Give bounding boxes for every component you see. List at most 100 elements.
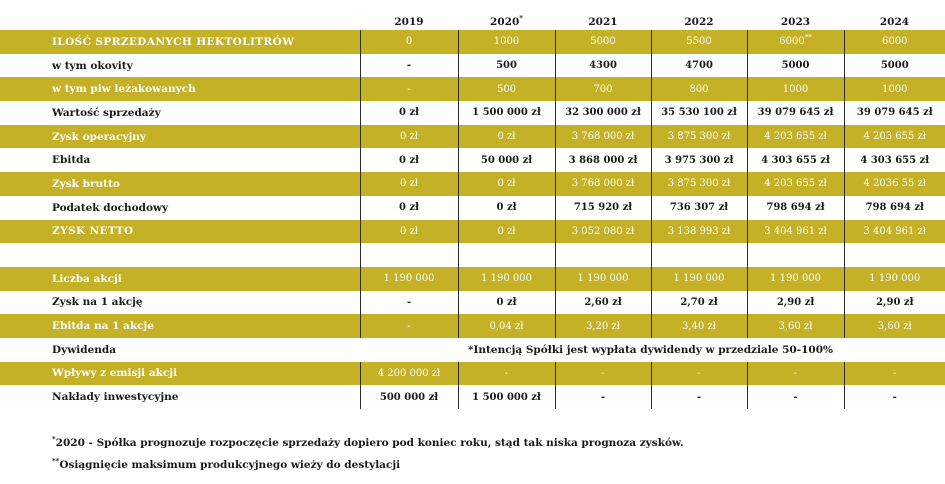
value-cell: 1000 [746, 77, 844, 102]
row-label: Ebitda [0, 148, 360, 173]
row-label: ILOŚĆ SPRZEDANYCH HEKTOLITRÓW [0, 30, 360, 54]
year-header: 2019 [394, 16, 424, 28]
table-row [0, 243, 945, 267]
value-cell: 2,90 zł [746, 290, 844, 315]
year-header: 2024 [879, 16, 910, 28]
footnote-text: 2020 - Spółka prognozuje rozpoczęcie spr… [55, 437, 684, 449]
table-row: ZYSK NETTO 0 zł 0 zł 3 052 080 zł 3 138 993 … [0, 219, 945, 244]
value-cell: 4 203 655 zł [746, 172, 844, 196]
value-cell: 4 200 000 zł [359, 361, 458, 386]
value-cell: 0 zł [359, 219, 458, 244]
value-cell: 4 203 655 zł [746, 124, 844, 149]
value-cell: - [650, 361, 747, 386]
row-label: Zysk na 1 akcję [0, 290, 360, 315]
year-header-row: 2019 2020* 2021 2022 2023 2024 [0, 6, 945, 30]
value-cell: - [359, 53, 458, 78]
value-cell: 1000 [457, 30, 555, 54]
value-cell: 5500 [650, 30, 747, 54]
row-label: w tym okovity [0, 53, 360, 78]
value-cell: 5000 [554, 30, 651, 54]
value-cell: 2,60 zł [554, 290, 651, 315]
value-cell: 0 zł [457, 124, 555, 149]
value-cell: 0 zł [457, 172, 555, 196]
table-row: Wpływy z emisji akcji 4 200 000 zł - - - - - [0, 361, 945, 386]
value-cell: 3,60 zł [746, 314, 844, 338]
value-cell: 3 875 300 zł [650, 124, 747, 149]
table-row: Ebitda na 1 akcje -0,04 zł 3,20 zł 3,40 zł 3… [0, 314, 945, 338]
year-header: 2022 [684, 16, 714, 28]
value-cell: - [746, 385, 844, 409]
row-label: Podatek dochodowy [0, 195, 360, 220]
value-cell: 2,70 zł [650, 290, 747, 315]
value-cell: 35 530 100 zł [650, 101, 747, 125]
value-cell: 0 zł [359, 124, 458, 149]
value-cell: 5000 [746, 53, 844, 78]
value-cell: 798 694 zł [746, 195, 844, 220]
value-cell: 4 303 655 zł [746, 148, 844, 173]
footnote-text: Osiągnięcie maksimum produkcyjnego wieży… [59, 459, 401, 471]
value-cell: 0 zł [457, 195, 555, 220]
table-row: Nakłady inwestycyjne 500 000 zł 1 500 000 … [0, 385, 945, 409]
value-cell: 715 920 zł [554, 195, 651, 220]
value-cell: 3,40 zł [650, 314, 747, 338]
footnote-2: **Osiągnięcie maksimum produkcyjnego wie… [52, 454, 684, 476]
footnotes: *2020 - Spółka prognozuje rozpoczęcie sp… [52, 432, 684, 476]
row-label: Zysk operacyjny [0, 124, 360, 149]
value-cell: 1 500 000 zł [457, 385, 555, 409]
value-cell: 3 975 300 zł [650, 148, 747, 173]
value-cell: - [554, 361, 651, 386]
value-cell: 500 000 zł [359, 385, 458, 409]
year-header: 2020* [490, 13, 523, 29]
value-cell [843, 243, 945, 267]
value-cell: 500 [457, 53, 555, 78]
row-label: Nakłady inwestycyjne [0, 385, 360, 409]
value-cell [554, 243, 651, 267]
value-cell: 3 052 080 zł [554, 219, 651, 244]
value-cell: 0 [359, 30, 458, 54]
value-cell: 2,90 zł [843, 290, 945, 315]
value-cell: - [650, 385, 747, 409]
row-label: Dywidenda [0, 337, 360, 362]
value-cell: - [359, 314, 458, 338]
value-cell: 0 zł [359, 195, 458, 220]
value-cell: 0 zł [359, 172, 458, 196]
value-cell: 0 zł [457, 219, 555, 244]
value-cell: - [554, 385, 651, 409]
value-cell: 736 307 zł [650, 195, 747, 220]
value-cell: 1 500 000 zł [457, 101, 555, 125]
value-cell: 3 768 000 zł [554, 172, 651, 196]
value-cell: 1000 [843, 77, 945, 102]
value-cell: 6000** [746, 30, 844, 54]
value-cell: 500 [457, 77, 555, 102]
value-cell [650, 243, 747, 267]
value-cell [457, 243, 555, 267]
value-cell [746, 243, 844, 267]
footnote-1: *2020 - Spółka prognozuje rozpoczęcie sp… [52, 432, 684, 454]
value-cell: 0 zł [457, 290, 555, 315]
dividend-note: *Intencją Spółki jest wypłata dywidendy … [360, 337, 945, 362]
value-cell: - [843, 361, 945, 386]
year-header: 2021 [588, 16, 618, 28]
table-row: Liczba akcji 1 190 000 1 190 000 1 190 000 1… [0, 266, 945, 291]
table-row: Ebitda 0 zł 50 000 zł 3 868 000 zł 3 975 300… [0, 148, 945, 173]
value-cell: 50 000 zł [457, 148, 555, 173]
table-row: w tym okovity -500 4300 4700 5000 5000 [0, 53, 945, 78]
value-cell: 0,04 zł [457, 314, 555, 338]
row-label: Ebitda na 1 akcje [0, 314, 360, 338]
value-cell: 5000 [843, 53, 945, 78]
value-cell: 3 404 961 zł [746, 219, 844, 244]
value-cell: 4 2036 55 zł [843, 172, 945, 196]
value-cell: 3,60 zł [843, 314, 945, 338]
value-cell: 1 190 000 [554, 266, 651, 291]
financial-forecast-table: 2019 2020* 2021 2022 2023 2024 ILOŚĆ SPRZEDAN… [0, 6, 945, 409]
value-cell: - [843, 385, 945, 409]
row-label: Zysk brutto [0, 172, 360, 196]
year-header: 2023 [780, 16, 811, 28]
table-row: Zysk operacyjny 0 zł 0 zł 3 768 000 zł 3 875… [0, 124, 945, 149]
value-cell [359, 243, 458, 267]
value-cell: 1 190 000 [457, 266, 555, 291]
value-cell: 3 868 000 zł [554, 148, 651, 173]
table-body: ILOŚĆ SPRZEDANYCH HEKTOLITRÓW 0 1000 5000 55… [0, 30, 945, 409]
footnote-mark: ** [804, 34, 812, 43]
table-row: Zysk na 1 akcję -0 zł 2,60 zł 2,70 zł 2,90 z… [0, 290, 945, 315]
